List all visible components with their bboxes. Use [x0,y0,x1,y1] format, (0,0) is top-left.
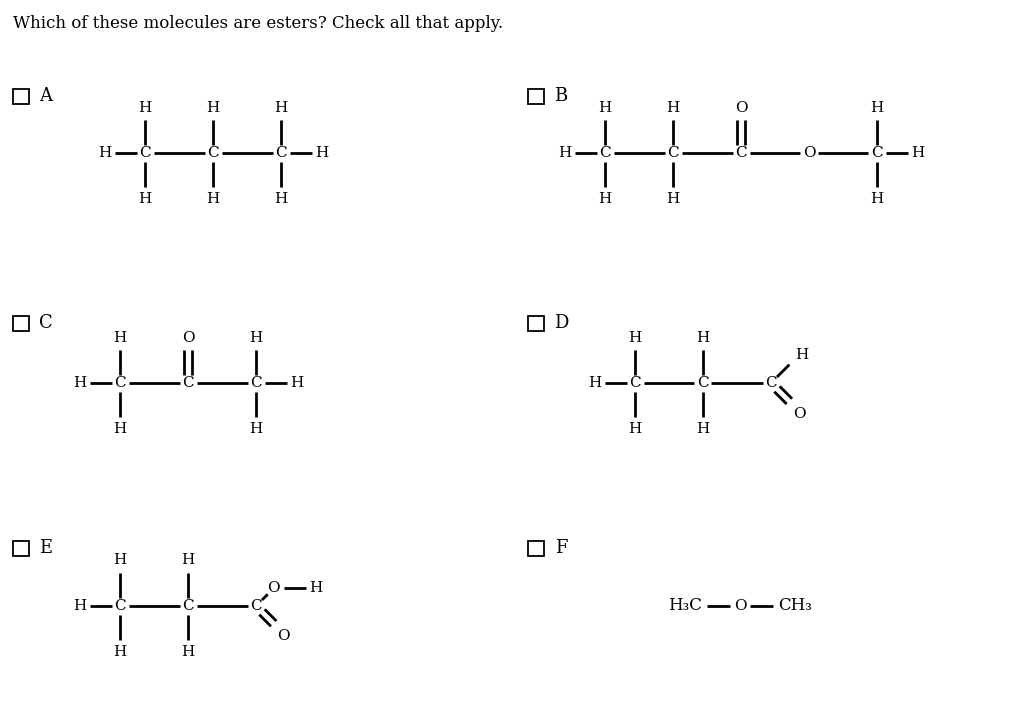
Text: O: O [793,408,806,422]
Text: O: O [278,629,290,643]
Text: H₃C: H₃C [668,598,701,614]
Text: H: H [114,644,127,659]
Text: C: C [250,599,262,613]
Text: H: H [207,191,219,205]
Bar [528,540,544,556]
Text: H: H [629,422,642,435]
Text: C: C [599,146,610,160]
Bar [528,315,544,331]
Text: H: H [73,599,86,613]
Text: H: H [911,146,924,160]
Text: A: A [40,87,52,105]
Text: D: D [554,314,568,332]
Text: B: B [554,87,567,105]
Text: H: H [870,191,884,205]
Text: H: H [314,146,328,160]
Text: H: H [588,376,601,390]
Text: C: C [629,376,641,390]
Text: H: H [250,422,262,435]
Text: H: H [250,331,262,344]
Text: C: C [871,146,883,160]
Text: H: H [181,553,195,568]
Text: H: H [98,146,112,160]
Text: H: H [138,191,152,205]
Text: E: E [40,539,52,557]
Text: H: H [138,100,152,114]
Text: C: C [668,146,679,160]
Text: H: H [114,331,127,344]
Text: H: H [795,347,808,362]
Text: CH₃: CH₃ [778,598,812,614]
Text: H: H [274,191,288,205]
Text: C: C [697,376,709,390]
Text: H: H [73,376,86,390]
Text: H: H [309,582,323,596]
Text: H: H [181,644,195,659]
Text: H: H [667,100,680,114]
Text: Which of these molecules are esters? Check all that apply.: Which of these molecules are esters? Che… [13,15,503,31]
Text: O: O [734,100,748,114]
Text: C: C [139,146,151,160]
Text: H: H [696,331,710,344]
Text: H: H [598,191,611,205]
Text: O: O [803,146,815,160]
Text: C: C [115,376,126,390]
Text: C: C [735,146,746,160]
Text: C: C [250,376,262,390]
Text: O: O [181,331,195,344]
Text: C: C [765,376,777,390]
Bar [13,540,29,556]
Text: C: C [39,314,53,332]
Text: O: O [267,582,280,596]
Text: F: F [555,539,567,557]
Text: O: O [733,599,746,613]
Text: H: H [667,191,680,205]
Text: H: H [696,422,710,435]
Text: H: H [114,422,127,435]
Bar [13,89,29,104]
Text: H: H [114,553,127,568]
Text: H: H [274,100,288,114]
Bar [528,89,544,104]
Text: C: C [275,146,287,160]
Text: H: H [290,376,303,390]
Bar [13,315,29,331]
Text: H: H [558,146,571,160]
Text: H: H [207,100,219,114]
Text: C: C [115,599,126,613]
Text: C: C [207,146,219,160]
Text: H: H [870,100,884,114]
Text: C: C [182,599,194,613]
Text: H: H [598,100,611,114]
Text: H: H [629,331,642,344]
Text: C: C [182,376,194,390]
